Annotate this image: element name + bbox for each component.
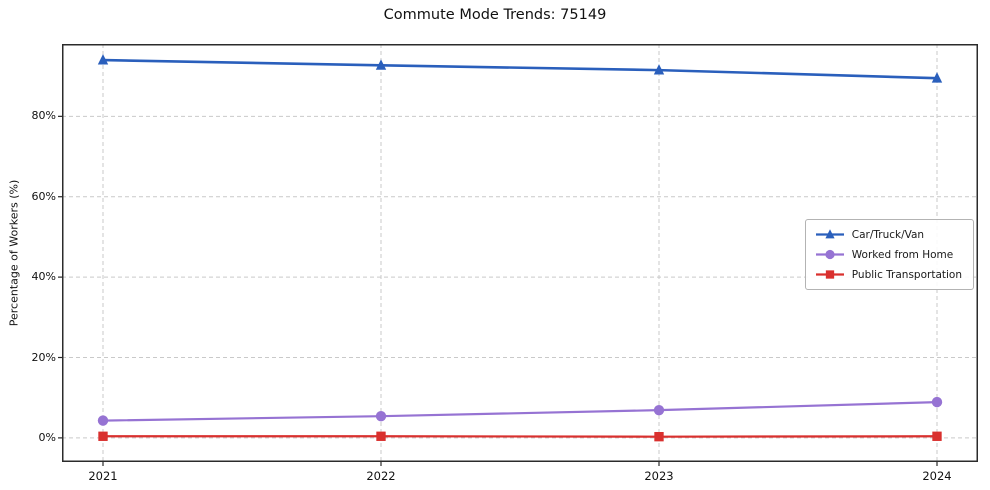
legend-circle-marker-icon — [815, 249, 844, 260]
marker-triangle-car-truck-van — [97, 54, 109, 65]
legend-marker-glyph — [825, 249, 835, 260]
legend-item-public-transportation: Public Transportation — [815, 268, 962, 281]
marker-triangle-car-truck-van — [653, 64, 665, 75]
series-line-car-truck-van — [102, 58, 938, 80]
plot-area: Car/Truck/Van Worked from Home Public Tran… — [58, 44, 978, 466]
x-tick-label: 2021 — [88, 469, 118, 483]
legend-label: Worked from Home — [851, 248, 954, 261]
marker-square-public-transportation — [376, 431, 386, 441]
y-tick-label: 40% — [31, 270, 56, 284]
legend-label: Car/Truck/Van — [851, 228, 925, 241]
legend-label: Public Transportation — [851, 268, 962, 281]
legend-item-car-truck-van: Car/Truck/Van — [815, 228, 962, 241]
marker-circle-worked-from-home — [931, 396, 943, 408]
marker-circle-worked-from-home — [97, 415, 109, 426]
x-tick-label: 2024 — [922, 469, 952, 483]
marker-circle-worked-from-home — [375, 410, 387, 422]
marker-triangle-car-truck-van — [931, 72, 943, 83]
marker-square-public-transportation — [932, 431, 942, 441]
x-tick-label: 2022 — [366, 469, 396, 483]
plot-border — [62, 44, 978, 462]
legend-square-marker-icon — [815, 270, 844, 279]
y-tick-label: 20% — [31, 350, 56, 364]
marker-circle-worked-from-home — [653, 404, 665, 416]
x-tick-label: 2023 — [644, 469, 674, 483]
marker-square-public-transportation — [98, 431, 108, 441]
chart-title: Commute Mode Trends: 75149 — [383, 7, 607, 23]
marker-triangle-car-truck-van — [375, 59, 387, 70]
legend: Car/Truck/Van Worked from Home Public Tran… — [804, 219, 974, 290]
y-tick-label: 80% — [31, 109, 56, 123]
marker-square-public-transportation — [654, 431, 664, 442]
legend-item-worked-from-home: Worked from Home — [815, 248, 962, 261]
legend-marker-glyph — [825, 229, 835, 239]
legend-marker-glyph — [825, 270, 834, 279]
legend-triangle-marker-icon — [815, 229, 844, 239]
y-tick-label: 60% — [31, 189, 56, 203]
y-tick-label: 0% — [38, 430, 56, 444]
series-line-worked-from-home — [102, 401, 938, 422]
line-chart-canvas — [58, 44, 978, 466]
